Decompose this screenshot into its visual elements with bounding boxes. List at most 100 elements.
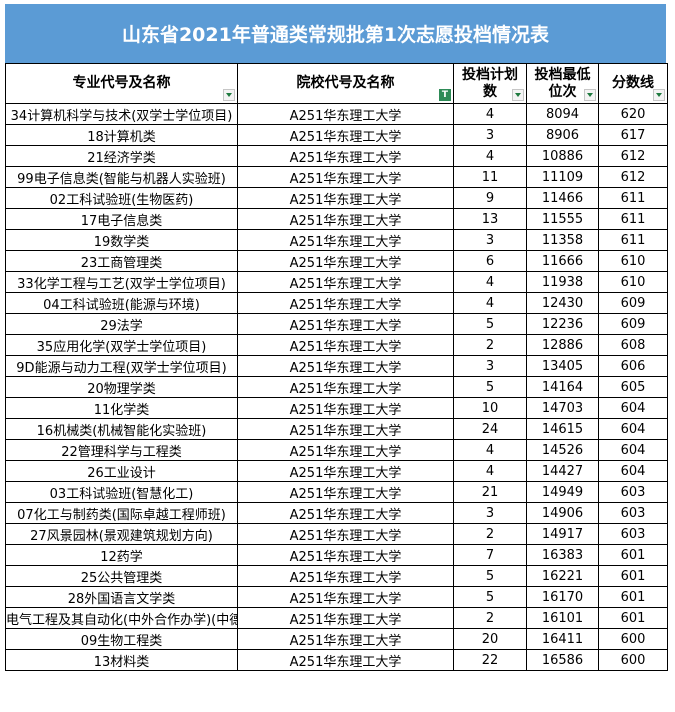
cell-major[interactable]: 07化工与制药类(国际卓越工程师班) <box>5 502 238 524</box>
cell-plan[interactable]: 4 <box>453 271 527 293</box>
cell-major[interactable]: 09生物工程类 <box>5 628 238 650</box>
filter-dropdown-icon[interactable] <box>512 89 524 101</box>
cell-plan[interactable]: 13 <box>453 208 527 230</box>
cell-score[interactable]: 611 <box>598 229 668 251</box>
cell-score[interactable]: 611 <box>598 208 668 230</box>
cell-score[interactable]: 610 <box>598 271 668 293</box>
cell-rank[interactable]: 14917 <box>526 523 599 545</box>
cell-rank[interactable]: 16170 <box>526 586 599 608</box>
cell-rank[interactable]: 16101 <box>526 607 599 629</box>
cell-school[interactable]: A251华东理工大学 <box>237 523 454 545</box>
cell-major[interactable]: 22管理科学与工程类 <box>5 439 238 461</box>
cell-score[interactable]: 612 <box>598 145 668 167</box>
cell-major[interactable]: 99电子信息类(智能与机器人实验班) <box>5 166 238 188</box>
cell-major[interactable]: 02工科试验班(生物医药) <box>5 187 238 209</box>
cell-score[interactable]: 601 <box>598 544 668 566</box>
cell-score[interactable]: 610 <box>598 250 668 272</box>
cell-school[interactable]: A251华东理工大学 <box>237 355 454 377</box>
cell-plan[interactable]: 4 <box>453 439 527 461</box>
cell-school[interactable]: A251华东理工大学 <box>237 481 454 503</box>
cell-school[interactable]: A251华东理工大学 <box>237 544 454 566</box>
cell-school[interactable]: A251华东理工大学 <box>237 460 454 482</box>
cell-plan[interactable]: 21 <box>453 481 527 503</box>
cell-rank[interactable]: 8906 <box>526 124 599 146</box>
cell-major[interactable]: 19数学类 <box>5 229 238 251</box>
cell-rank[interactable]: 8094 <box>526 103 599 125</box>
cell-major[interactable]: 11化学类 <box>5 397 238 419</box>
cell-rank[interactable]: 16411 <box>526 628 599 650</box>
cell-score[interactable]: 609 <box>598 292 668 314</box>
cell-rank[interactable]: 14427 <box>526 460 599 482</box>
cell-school[interactable]: A251华东理工大学 <box>237 271 454 293</box>
cell-score[interactable]: 601 <box>598 565 668 587</box>
cell-score[interactable]: 608 <box>598 334 668 356</box>
cell-score[interactable]: 604 <box>598 397 668 419</box>
filter-dropdown-icon[interactable] <box>653 89 665 101</box>
cell-rank[interactable]: 14949 <box>526 481 599 503</box>
cell-plan[interactable]: 5 <box>453 586 527 608</box>
cell-major[interactable]: 26工业设计 <box>5 460 238 482</box>
cell-school[interactable]: A251华东理工大学 <box>237 397 454 419</box>
cell-rank[interactable]: 14906 <box>526 502 599 524</box>
cell-rank[interactable]: 11109 <box>526 166 599 188</box>
cell-rank[interactable]: 11466 <box>526 187 599 209</box>
cell-school[interactable]: A251华东理工大学 <box>237 334 454 356</box>
cell-rank[interactable]: 16586 <box>526 649 599 671</box>
cell-rank[interactable]: 16221 <box>526 565 599 587</box>
cell-major[interactable]: 03工科试验班(智慧化工) <box>5 481 238 503</box>
cell-rank[interactable]: 13405 <box>526 355 599 377</box>
cell-score[interactable]: 603 <box>598 481 668 503</box>
cell-score[interactable]: 609 <box>598 313 668 335</box>
cell-school[interactable]: A251华东理工大学 <box>237 418 454 440</box>
cell-plan[interactable]: 11 <box>453 166 527 188</box>
filter-active-icon[interactable]: T <box>439 89 451 101</box>
cell-major[interactable]: 25公共管理类 <box>5 565 238 587</box>
cell-plan[interactable]: 3 <box>453 355 527 377</box>
filter-dropdown-icon[interactable] <box>223 89 235 101</box>
cell-score[interactable]: 605 <box>598 376 668 398</box>
cell-major[interactable]: 18计算机类 <box>5 124 238 146</box>
cell-rank[interactable]: 14615 <box>526 418 599 440</box>
cell-plan[interactable]: 24 <box>453 418 527 440</box>
cell-school[interactable]: A251华东理工大学 <box>237 565 454 587</box>
cell-rank[interactable]: 14703 <box>526 397 599 419</box>
cell-school[interactable]: A251华东理工大学 <box>237 376 454 398</box>
cell-score[interactable]: 600 <box>598 628 668 650</box>
cell-rank[interactable]: 14164 <box>526 376 599 398</box>
cell-score[interactable]: 617 <box>598 124 668 146</box>
cell-score[interactable]: 600 <box>598 649 668 671</box>
cell-major[interactable]: 33化学工程与工艺(双学士学位项目) <box>5 271 238 293</box>
cell-plan[interactable]: 5 <box>453 313 527 335</box>
cell-score[interactable]: 603 <box>598 523 668 545</box>
cell-major[interactable]: 13材料类 <box>5 649 238 671</box>
cell-school[interactable]: A251华东理工大学 <box>237 502 454 524</box>
cell-major[interactable]: 04工科试验班(能源与环境) <box>5 292 238 314</box>
cell-school[interactable]: A251华东理工大学 <box>237 439 454 461</box>
cell-school[interactable]: A251华东理工大学 <box>237 607 454 629</box>
cell-plan[interactable]: 2 <box>453 523 527 545</box>
cell-rank[interactable]: 11666 <box>526 250 599 272</box>
cell-plan[interactable]: 4 <box>453 145 527 167</box>
cell-school[interactable]: A251华东理工大学 <box>237 292 454 314</box>
cell-rank[interactable]: 11358 <box>526 229 599 251</box>
cell-major[interactable]: 28外国语言文学类 <box>5 586 238 608</box>
cell-score[interactable]: 604 <box>598 418 668 440</box>
filter-dropdown-icon[interactable] <box>584 89 596 101</box>
cell-plan[interactable]: 3 <box>453 124 527 146</box>
cell-major[interactable]: 9D能源与动力工程(双学士学位项目) <box>5 355 238 377</box>
cell-plan[interactable]: 10 <box>453 397 527 419</box>
cell-school[interactable]: A251华东理工大学 <box>237 313 454 335</box>
cell-school[interactable]: A251华东理工大学 <box>237 229 454 251</box>
cell-score[interactable]: 601 <box>598 607 668 629</box>
cell-major[interactable]: 34计算机科学与技术(双学士学位项目) <box>5 103 238 125</box>
cell-school[interactable]: A251华东理工大学 <box>237 649 454 671</box>
cell-rank[interactable]: 11938 <box>526 271 599 293</box>
cell-plan[interactable]: 9 <box>453 187 527 209</box>
cell-score[interactable]: 603 <box>598 502 668 524</box>
cell-major[interactable]: 17电子信息类 <box>5 208 238 230</box>
cell-major[interactable]: 23工商管理类 <box>5 250 238 272</box>
cell-plan[interactable]: 2 <box>453 334 527 356</box>
cell-plan[interactable]: 5 <box>453 565 527 587</box>
cell-school[interactable]: A251华东理工大学 <box>237 187 454 209</box>
cell-plan[interactable]: 5 <box>453 376 527 398</box>
